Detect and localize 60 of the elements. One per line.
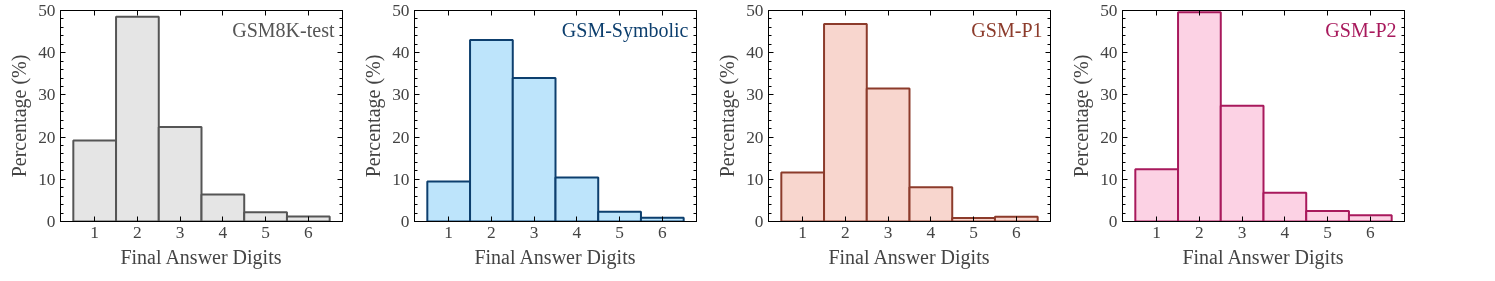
y-tick-label: 40 bbox=[1100, 43, 1118, 63]
y-axis-title: Percentage (%) bbox=[8, 54, 32, 178]
x-tick-label: 4 bbox=[572, 222, 582, 242]
y-axis-title: Percentage (%) bbox=[1070, 54, 1094, 178]
y-tick-label: 20 bbox=[38, 127, 56, 147]
x-tick-label: 6 bbox=[1365, 222, 1375, 242]
y-tick-label: 20 bbox=[746, 127, 764, 147]
x-axis-title: Final Answer Digits bbox=[474, 245, 636, 269]
x-tick-label: 3 bbox=[1237, 222, 1247, 242]
y-tick-label: 40 bbox=[38, 43, 56, 63]
y-tick-label: 50 bbox=[1100, 1, 1118, 20]
x-tick-label: 3 bbox=[175, 222, 185, 242]
y-tick-label: 40 bbox=[746, 43, 764, 63]
y-axis-title: Percentage (%) bbox=[362, 54, 386, 178]
chart-title: GSM-Symbolic bbox=[561, 18, 689, 42]
y-tick-label: 10 bbox=[746, 169, 764, 189]
y-tick-label: 30 bbox=[746, 85, 764, 105]
x-tick-label: 2 bbox=[841, 222, 850, 242]
x-tick-label: 6 bbox=[657, 222, 667, 242]
x-tick-label: 5 bbox=[969, 222, 978, 242]
y-tick-label: 20 bbox=[392, 127, 410, 147]
y-tick-label: 30 bbox=[38, 85, 56, 105]
x-tick-label: 2 bbox=[133, 222, 142, 242]
y-tick-label: 30 bbox=[392, 85, 410, 105]
x-tick-label: 5 bbox=[615, 222, 624, 242]
x-tick-label: 6 bbox=[1011, 222, 1021, 242]
x-axis-title: Final Answer Digits bbox=[120, 245, 282, 269]
y-tick-label: 50 bbox=[746, 1, 764, 20]
x-axis-title: Final Answer Digits bbox=[828, 245, 990, 269]
x-tick-label: 1 bbox=[90, 222, 100, 242]
chart-title: GSM8K-test bbox=[232, 18, 335, 41]
y-tick-label: 0 bbox=[400, 212, 410, 231]
x-tick-label: 5 bbox=[1323, 222, 1332, 242]
x-tick-label: 4 bbox=[926, 222, 936, 242]
y-tick-label: 20 bbox=[1100, 127, 1118, 147]
x-tick-label: 4 bbox=[1280, 222, 1290, 242]
y-tick-label: 40 bbox=[392, 43, 410, 63]
x-axis-title: Final Answer Digits bbox=[1182, 245, 1344, 269]
x-tick-label: 1 bbox=[1152, 222, 1162, 242]
y-tick-label: 10 bbox=[392, 169, 410, 189]
y-tick-label: 30 bbox=[1100, 85, 1118, 105]
y-tick-label: 10 bbox=[38, 169, 56, 189]
x-tick-label: 2 bbox=[1195, 222, 1204, 242]
y-tick-label: 0 bbox=[754, 212, 764, 231]
y-tick-label: 0 bbox=[46, 212, 56, 231]
y-axis-title: Percentage (%) bbox=[716, 54, 740, 178]
x-tick-label: 3 bbox=[883, 222, 893, 242]
x-tick-label: 1 bbox=[798, 222, 808, 242]
x-tick-label: 5 bbox=[261, 222, 270, 242]
x-tick-label: 6 bbox=[303, 222, 313, 242]
x-tick-label: 2 bbox=[487, 222, 496, 242]
x-tick-label: 3 bbox=[529, 222, 539, 242]
y-tick-label: 0 bbox=[1108, 212, 1118, 231]
y-tick-label: 50 bbox=[392, 1, 410, 20]
y-tick-label: 50 bbox=[38, 1, 56, 20]
chart-title: GSM-P2 bbox=[1325, 18, 1397, 41]
x-tick-label: 1 bbox=[444, 222, 454, 242]
x-tick-label: 4 bbox=[218, 222, 228, 242]
y-tick-label: 10 bbox=[1100, 169, 1118, 189]
chart-title: GSM-P1 bbox=[971, 18, 1043, 41]
